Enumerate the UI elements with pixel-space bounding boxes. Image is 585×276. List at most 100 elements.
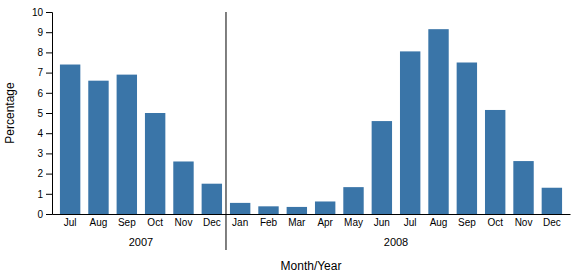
bars	[60, 29, 562, 214]
y-tick: 9	[37, 27, 52, 38]
y-tick: 8	[37, 47, 52, 58]
y-tick: 2	[37, 168, 52, 179]
x-tick-label: Aug	[430, 217, 448, 228]
annotations: 2007 2008	[129, 12, 409, 250]
y-tick-label: 3	[37, 148, 43, 159]
chart: 0 1 2 3 4 5 6 7 8 9 10 Jul Aug Sep Oct Nov Dec Jan Feb Mar A…	[0, 0, 585, 276]
y-tick-mark	[46, 12, 52, 13]
y-tick: 1	[37, 189, 52, 200]
y-axis-title: Percentage	[3, 82, 17, 144]
x-tick: Feb	[260, 214, 278, 228]
bar	[372, 121, 392, 214]
annotation: 2007	[129, 236, 153, 248]
x-tick: Jan	[232, 214, 248, 228]
bar	[230, 203, 250, 214]
x-tick-label: Oct	[487, 217, 503, 228]
x-tick-label: Feb	[260, 217, 278, 228]
bar	[88, 81, 108, 214]
bar	[173, 161, 193, 214]
x-tick: May	[344, 214, 363, 228]
bar	[428, 29, 448, 214]
y-tick-mark	[46, 113, 52, 114]
y-tick-mark	[46, 214, 52, 215]
x-tick: Oct	[147, 214, 163, 228]
y-tick: 7	[37, 67, 52, 78]
y-tick-label: 7	[37, 67, 43, 78]
y-tick-label: 8	[37, 47, 43, 58]
x-tick-label: Jul	[404, 217, 417, 228]
y-tick: 0	[37, 209, 52, 220]
bar	[400, 51, 420, 214]
x-tick: Aug	[430, 214, 448, 228]
x-tick: Mar	[288, 214, 306, 228]
x-tick: Nov	[175, 214, 193, 228]
y-tick-label: 4	[37, 128, 43, 139]
annotation: 2008	[384, 236, 408, 248]
x-tick-label: Nov	[175, 217, 193, 228]
x-tick-label: Jul	[64, 217, 77, 228]
x-tick-label: Dec	[543, 217, 561, 228]
y-tick-label: 0	[37, 209, 43, 220]
x-tick: Jun	[374, 214, 390, 228]
x-tick: Sep	[458, 214, 476, 228]
bar	[117, 75, 137, 214]
y-tick: 5	[37, 108, 52, 119]
x-tick-label: Apr	[317, 217, 333, 228]
y-tick-label: 6	[37, 88, 43, 99]
y-tick-mark	[46, 153, 52, 154]
y-tick-mark	[46, 133, 52, 134]
y-tick: 6	[37, 88, 52, 99]
y-tick-mark	[46, 32, 52, 33]
x-axis: Jul Aug Sep Oct Nov Dec Jan Feb Mar Apr May Jun Jul A…	[53, 214, 571, 228]
x-tick: Dec	[203, 214, 221, 228]
y-tick: 3	[37, 148, 52, 159]
x-tick-label: Jun	[374, 217, 390, 228]
y-tick-mark	[46, 174, 52, 175]
bar	[457, 63, 477, 215]
bar	[258, 206, 278, 214]
x-tick-label: Oct	[147, 217, 163, 228]
x-tick-label: Aug	[90, 217, 108, 228]
x-tick-label: Dec	[203, 217, 221, 228]
bar	[287, 207, 307, 214]
bar	[343, 187, 363, 214]
x-tick: Aug	[90, 214, 108, 228]
bar	[542, 188, 562, 214]
x-tick: Dec	[543, 214, 561, 228]
x-axis-line	[53, 214, 571, 215]
y-tick: 4	[37, 128, 52, 139]
y-tick-label: 1	[37, 189, 43, 200]
bar	[145, 113, 165, 214]
y-tick-mark	[46, 93, 52, 94]
y-axis-line	[46, 13, 53, 215]
x-tick: Jul	[64, 214, 77, 228]
x-tick-label: Nov	[515, 217, 533, 228]
plot: 0 1 2 3 4 5 6 7 8 9 10 Jul Aug Sep Oct Nov Dec Jan Feb Mar A…	[32, 7, 571, 250]
x-tick: Oct	[487, 214, 503, 228]
y-tick-mark	[46, 194, 52, 195]
y-tick-label: 2	[37, 168, 43, 179]
bar	[315, 201, 335, 214]
bar	[513, 161, 533, 214]
x-tick-label: Jan	[232, 217, 248, 228]
y-tick-label: 10	[32, 7, 44, 18]
x-tick-label: May	[344, 217, 363, 228]
divider	[225, 12, 226, 250]
x-tick-label: Mar	[288, 217, 306, 228]
x-tick: Apr	[317, 214, 333, 228]
bar	[485, 110, 505, 214]
bar	[60, 65, 80, 214]
y-tick-label: 5	[37, 108, 43, 119]
x-tick: Sep	[118, 214, 136, 228]
y-tick-mark	[46, 73, 52, 74]
y-tick: 10	[32, 7, 52, 18]
x-tick: Nov	[515, 214, 533, 228]
x-tick-label: Sep	[118, 217, 136, 228]
x-tick: Jul	[404, 214, 417, 228]
y-tick-mark	[46, 52, 52, 53]
bar	[202, 184, 222, 214]
y-axis: 0 1 2 3 4 5 6 7 8 9 10	[32, 7, 53, 220]
x-axis-title: Month/Year	[281, 259, 342, 273]
x-tick-label: Sep	[458, 217, 476, 228]
y-tick-label: 9	[37, 27, 43, 38]
